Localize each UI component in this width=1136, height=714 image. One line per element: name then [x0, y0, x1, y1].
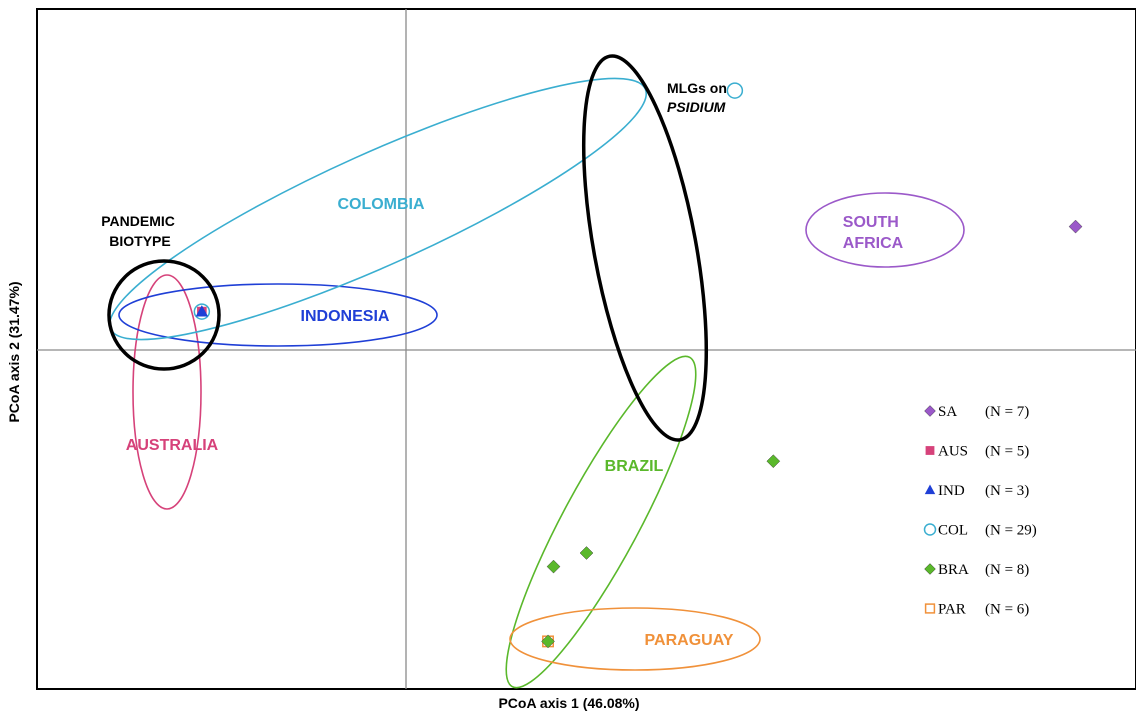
group-ellipses	[107, 54, 965, 689]
point-bra-2	[579, 546, 594, 560]
group-label-colombia: COLOMBIA	[337, 196, 425, 213]
legend-marker-aus	[925, 446, 935, 455]
legend-marker-par	[924, 603, 936, 614]
legend-count-bra: (N = 8)	[985, 562, 1029, 578]
legend-label-aus: AUS	[938, 444, 968, 460]
legend-label-par: PAR	[938, 602, 966, 618]
legend-count-aus: (N = 5)	[985, 444, 1029, 460]
annotations: PANDEMIC BIOTYPE MLGs on PSIDIUM	[101, 80, 731, 249]
legend-marker-sa	[924, 405, 936, 417]
legend-label-ind: IND	[938, 483, 965, 499]
legend-label-sa: SA	[938, 404, 957, 420]
point-bra-1	[766, 454, 781, 469]
legend-label-col: COL	[938, 523, 968, 539]
group-label-paraguay: PARAGUAY	[645, 632, 734, 649]
point-col-2	[193, 303, 211, 320]
ellipse-australia	[132, 274, 202, 510]
group-labels: SOUTH AFRICA AUSTRALIA INDONESIA COLOMBI…	[126, 196, 904, 649]
legend-count-col: (N = 29)	[985, 523, 1037, 539]
plot-frame	[36, 8, 1136, 690]
y-axis-title: PCoA axis 2 (31.47%)	[6, 281, 22, 422]
group-label-south-africa: SOUTH AFRICA	[843, 214, 904, 252]
group-label-indonesia: INDONESIA	[301, 308, 390, 325]
annotation-pandemic-biotype: PANDEMIC BIOTYPE	[101, 213, 179, 249]
legend: SA (N = 7) AUS (N = 5) IND (N = 3) COL (N = 29)…	[923, 404, 1037, 618]
ellipse-mlgs-on-psidium	[581, 54, 709, 442]
point-sa-1	[1068, 219, 1083, 234]
group-label-australia: AUSTRALIA	[126, 437, 219, 454]
annotation-mlgs-on-psidium: MLGs on PSIDIUM	[667, 80, 731, 115]
ellipse-brazil	[505, 355, 697, 689]
point-col-1	[726, 82, 744, 99]
legend-count-sa: (N = 7)	[985, 404, 1029, 420]
point-bra-4	[541, 634, 555, 649]
point-ind-1	[195, 305, 209, 317]
legend-count-ind: (N = 3)	[985, 483, 1029, 499]
legend-label-bra: BRA	[938, 562, 969, 578]
legend-marker-ind	[924, 484, 936, 495]
ellipse-indonesia	[118, 283, 438, 347]
point-bra-3	[546, 559, 561, 574]
legend-marker-bra	[924, 563, 936, 575]
data-points	[193, 82, 1083, 649]
legend-count-par: (N = 6)	[985, 602, 1029, 618]
group-label-brazil: BRAZIL	[605, 458, 664, 475]
legend-marker-col	[923, 523, 937, 536]
ellipse-south-africa	[805, 192, 965, 268]
ellipse-pandemic-biotype	[107, 259, 221, 371]
ellipse-paraguay	[509, 607, 761, 671]
x-axis-title: PCoA axis 1 (46.08%)	[498, 695, 639, 711]
